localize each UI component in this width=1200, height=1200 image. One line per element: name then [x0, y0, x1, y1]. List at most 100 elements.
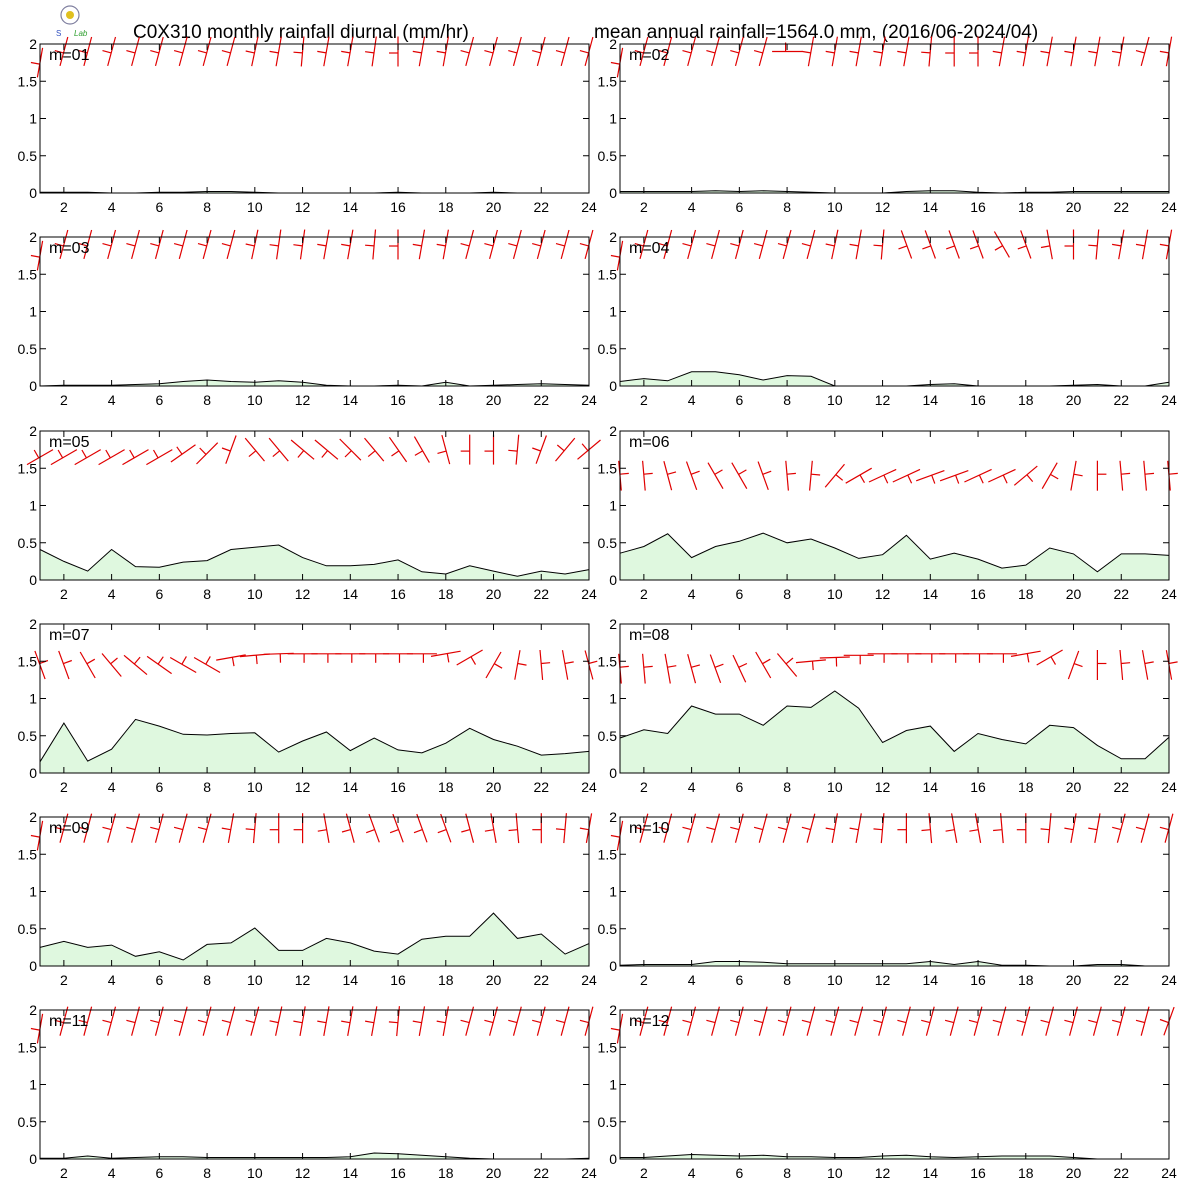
wind-barb-flag: [849, 827, 859, 831]
x-tick-label: 24: [1161, 586, 1177, 602]
wind-barb-shaft: [290, 439, 315, 460]
wind-barb: [634, 36, 649, 67]
wind-barb: [634, 813, 649, 843]
x-tick-label: 22: [1113, 972, 1129, 988]
wind-barb: [437, 813, 452, 843]
x-tick-label: 8: [783, 586, 791, 602]
wind-barb: [986, 653, 1017, 663]
y-tick-label: 1.5: [598, 653, 618, 669]
wind-barb-flag: [825, 50, 835, 54]
wind-barb: [776, 653, 798, 677]
wind-barb-shaft: [178, 813, 188, 843]
x-tick-label: 12: [295, 586, 311, 602]
wind-barb-shaft: [372, 229, 377, 260]
wind-barb-flag: [461, 829, 471, 833]
wind-barb: [221, 36, 236, 67]
wind-barb: [54, 36, 69, 67]
wind-barb: [825, 813, 838, 844]
wind-barb-shaft: [807, 36, 815, 67]
wind-barb-flag: [898, 245, 908, 250]
wind-barb-flag: [1159, 50, 1169, 54]
wind-barb-shaft: [560, 1006, 570, 1036]
wind-barb-shaft: [456, 649, 483, 666]
wind-barb-flag: [883, 474, 889, 484]
wind-barb-flag: [484, 243, 494, 247]
wind-barb: [461, 813, 475, 843]
wind-barb-flag: [762, 470, 772, 475]
x-tick-label: 14: [923, 199, 939, 215]
wind-barb: [126, 36, 140, 67]
wind-barb-shaft: [227, 813, 235, 844]
x-tick-label: 4: [688, 586, 696, 602]
wind-barb-flag: [221, 50, 231, 54]
y-tick-label: 1: [29, 884, 37, 900]
wind-barb-flag: [825, 827, 835, 831]
wind-barb-shaft: [915, 470, 945, 482]
wind-barb: [532, 36, 546, 67]
y-tick-label: 1.5: [18, 1039, 38, 1055]
x-tick-label: 8: [783, 392, 791, 408]
wind-barb-flag: [1064, 827, 1074, 831]
wind-barb-shaft: [687, 36, 697, 67]
wind-barb: [849, 229, 862, 260]
wind-barb: [968, 1006, 983, 1036]
x-tick-label: 10: [247, 586, 263, 602]
x-tick-label: 4: [108, 972, 116, 988]
wind-barb: [245, 813, 257, 844]
wind-barb-flag: [81, 449, 87, 459]
wind-barb-flag: [667, 665, 677, 668]
wind-barb-flag: [157, 656, 164, 665]
wind-barb: [365, 813, 380, 843]
x-tick-label: 8: [203, 972, 211, 988]
y-tick-label: 1: [29, 1077, 37, 1093]
wind-barbs: [30, 813, 593, 851]
wind-barb-shaft: [250, 1006, 260, 1036]
wind-barb: [1112, 813, 1126, 843]
x-tick-label: 8: [783, 972, 791, 988]
wind-barb-flag: [658, 1019, 668, 1024]
wind-barb-shaft: [83, 813, 93, 843]
wind-barb: [873, 229, 885, 260]
x-tick-label: 22: [1113, 1165, 1129, 1181]
wind-barb-flag: [293, 1020, 303, 1024]
wind-barb-flag: [150, 243, 160, 247]
wind-barb: [825, 1006, 840, 1036]
wind-barb: [146, 655, 172, 675]
wind-barb-flag: [993, 829, 1003, 832]
wind-barb-shaft: [83, 229, 93, 260]
x-tick-label: 6: [735, 972, 743, 988]
panel-m-05: 00.511.522 4 6 8 10 12 14 16 18 20 22 24m=05: [18, 423, 601, 602]
wind-barb: [1135, 229, 1149, 260]
wind-barb-shaft: [939, 470, 969, 482]
wind-barb: [341, 1006, 354, 1037]
x-tick-label: 24: [1161, 972, 1177, 988]
y-tick-label: 2: [609, 809, 617, 825]
wind-barb: [682, 229, 697, 260]
wind-barb-flag: [30, 1027, 40, 1031]
wind-barb: [54, 229, 69, 260]
wind-barb-flag: [992, 50, 1002, 54]
wind-barb-shaft: [1000, 813, 1004, 844]
wind-barb: [216, 654, 246, 667]
rain-area: [40, 719, 589, 773]
wind-barb-flag: [968, 1019, 978, 1024]
wind-barb: [682, 813, 697, 843]
wind-barb-flag: [54, 50, 64, 54]
wind-barb: [197, 1006, 212, 1036]
wind-barb: [706, 229, 720, 260]
wind-barb: [1036, 649, 1063, 666]
wind-barb-flag: [460, 243, 470, 247]
wind-barb: [945, 813, 958, 844]
wind-barbs: [610, 813, 1174, 851]
wind-barb: [98, 449, 125, 466]
panel-m-11: 00.511.522 4 6 8 10 12 14 16 18 20 22 24m=11: [18, 1002, 597, 1181]
y-tick-label: 1: [609, 111, 617, 127]
wind-barb: [293, 229, 306, 260]
wind-barb-shaft: [489, 36, 498, 67]
wind-barb: [658, 36, 673, 67]
x-tick-label: 18: [438, 586, 454, 602]
wind-barb-flag: [738, 469, 747, 475]
wind-barb-flag: [391, 450, 400, 457]
wind-barb-flag: [658, 243, 668, 247]
wind-barb-flag: [555, 828, 566, 831]
